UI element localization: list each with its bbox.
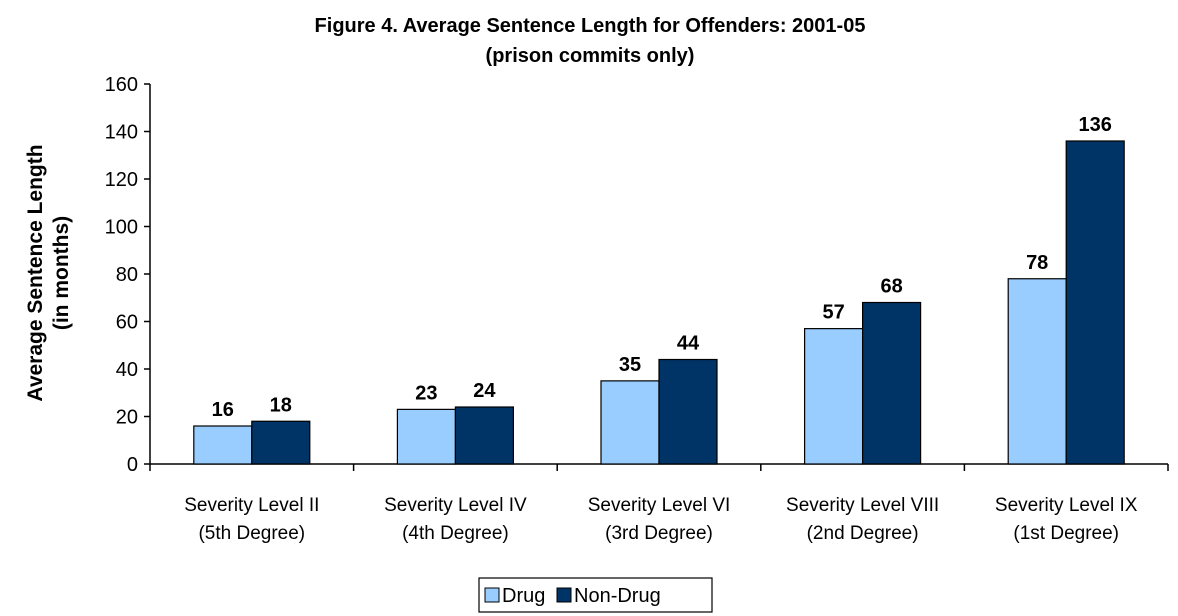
y-tick-label: 40 — [116, 359, 138, 381]
data-label: 136 — [1079, 114, 1112, 136]
y-tick-label: 160 — [105, 74, 138, 96]
bar-non-drug — [861, 301, 922, 465]
legend-swatch — [484, 587, 500, 603]
x-tick-label: Severity Level IX — [995, 495, 1138, 516]
plot-area: 0 20 40 60 80 100 120 140 160 16 18 Severity Level … — [105, 74, 1169, 544]
x-tick-label: Severity Level II — [184, 495, 319, 516]
x-tick-label-sub: (3rd Degree) — [605, 523, 713, 544]
bar-drug — [600, 380, 660, 465]
chart-subtitle: (prison commits only) — [486, 45, 695, 67]
y-tick-label: 20 — [116, 407, 138, 429]
bar-non-drug — [1065, 140, 1125, 465]
bar-drug — [803, 328, 864, 465]
x-tick-label-sub: (2nd Degree) — [807, 523, 919, 544]
y-tick-label: 120 — [105, 169, 138, 191]
y-axis-title-units: (in months) — [50, 216, 73, 330]
data-label: 57 — [822, 302, 844, 324]
data-label: 78 — [1026, 252, 1048, 274]
x-tick-label: Severity Level IV — [384, 495, 527, 516]
legend: Drug Non-Drug — [478, 577, 713, 613]
y-tick-label: 60 — [116, 312, 138, 334]
data-label: 24 — [473, 380, 496, 402]
data-label: 16 — [212, 399, 234, 421]
legend-label: Drug — [502, 585, 545, 607]
bar-non-drug — [251, 420, 311, 465]
y-axis-title: Average Sentence Length — [24, 144, 47, 401]
x-tick-label-sub: (1st Degree) — [1013, 523, 1119, 544]
y-tick-label: 80 — [116, 264, 138, 286]
bar-non-drug — [454, 406, 514, 465]
legend-swatch — [556, 587, 572, 603]
x-tick-label-sub: (5th Degree) — [198, 523, 305, 544]
data-label: 23 — [415, 382, 437, 404]
data-label: 35 — [619, 354, 641, 376]
x-tick-label: Severity Level VI — [588, 495, 731, 516]
x-tick-label: Severity Level VIII — [786, 495, 939, 516]
x-tick-label-sub: (4th Degree) — [402, 523, 509, 544]
data-label: 68 — [880, 276, 902, 298]
bar-drug — [1007, 278, 1067, 465]
y-tick-label: 140 — [105, 122, 138, 144]
data-label: 18 — [270, 394, 292, 416]
legend-box — [478, 577, 713, 613]
data-label: 44 — [677, 333, 700, 355]
bar-drug — [396, 408, 456, 465]
legend-label: Non-Drug — [574, 585, 661, 607]
bar-non-drug — [658, 358, 718, 465]
bar-drug — [193, 425, 253, 465]
y-tick-label: 100 — [105, 217, 138, 239]
y-tick-label: 0 — [127, 454, 138, 476]
chart-title: Figure 4. Average Sentence Length for Of… — [315, 15, 866, 37]
